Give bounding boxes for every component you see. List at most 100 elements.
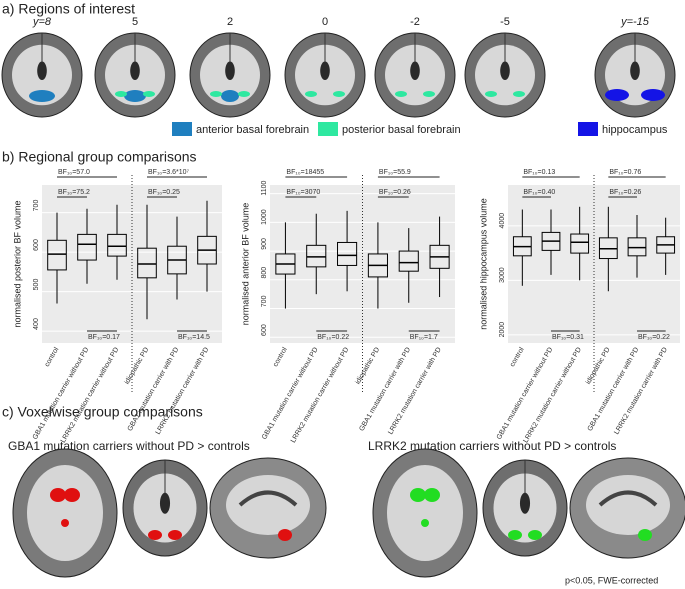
activation xyxy=(61,519,69,527)
corpus-callosum xyxy=(238,490,298,507)
roi-anterior xyxy=(221,90,239,102)
bf-label: BF₁₀=0.26 xyxy=(379,189,411,196)
y-tick-label: 4000 xyxy=(499,213,506,229)
axial-wm xyxy=(387,465,463,561)
bf-label: BF₁₀=3070 xyxy=(286,189,320,196)
x-tick-label: LRRK2 mutation carrier without PD xyxy=(60,346,121,444)
box xyxy=(137,247,157,279)
bf-label: BF₁₀=0.13 xyxy=(523,169,555,176)
activation xyxy=(410,488,426,502)
brain-ventricle xyxy=(519,492,531,514)
x-tick-label: GBA1 mutation carrier without PD xyxy=(32,346,91,440)
activation xyxy=(528,530,542,540)
sagittal-wm xyxy=(586,475,670,535)
x-tick-label: idiopathic PD xyxy=(585,346,612,385)
x-tick-label: idiopathic PD xyxy=(355,346,382,385)
activation xyxy=(64,488,80,502)
roi-anterior xyxy=(124,90,146,102)
legend-swatch xyxy=(578,122,598,136)
bf-label: BF₁₀=0.40 xyxy=(523,189,555,196)
axial-wm xyxy=(27,465,103,561)
bf-label: BF₁₀=0.31 xyxy=(552,334,584,341)
x-tick-label: idiopathic PD xyxy=(124,346,151,385)
box xyxy=(107,233,127,257)
activation xyxy=(278,529,292,541)
legend-swatch xyxy=(172,122,192,136)
legend-label: anterior basal forebrain xyxy=(196,124,309,136)
box xyxy=(398,250,419,272)
brain-ventricle xyxy=(500,61,510,81)
legend-label: posterior basal forebrain xyxy=(342,124,461,136)
slice-label: 0 xyxy=(322,16,328,28)
left-title: GBA1 mutation carriers without PD > cont… xyxy=(8,439,250,453)
y-tick-label: 400 xyxy=(33,318,40,330)
y-tick-label: 600 xyxy=(33,239,40,251)
sagittal-wm xyxy=(226,475,310,535)
brain-ventricle xyxy=(159,492,171,514)
bf-label: BF₁₀=0.26 xyxy=(609,189,641,196)
bf-label: BF₁₀=55.9 xyxy=(379,169,411,176)
x-tick-label: LRRK2 mutation carrier without PD xyxy=(522,346,583,444)
x-tick-label: GBA1 mutation carrier without PD xyxy=(496,346,555,440)
panel-a-label: a) Regions of interest xyxy=(2,1,135,17)
roi-posterior xyxy=(238,91,250,97)
roi-posterior xyxy=(333,91,345,97)
bf-label: BF₁₀=57.0 xyxy=(58,169,90,176)
x-tick-label: control xyxy=(509,346,526,368)
bf-label: BF₁₀=0.76 xyxy=(609,169,641,176)
panel-b-label: b) Regional group comparisons xyxy=(2,149,197,165)
x-tick-label: GBA1 mutation carrier with PD xyxy=(358,346,412,432)
y-axis-label: normalised posterior BF volume xyxy=(12,200,22,327)
roi-posterior xyxy=(210,91,222,97)
slice-label: 2 xyxy=(227,16,233,28)
box xyxy=(77,233,97,261)
activation xyxy=(508,530,522,540)
slice-label: 5 xyxy=(132,16,138,28)
x-tick-label: control xyxy=(44,346,61,368)
activation xyxy=(168,530,182,540)
roi-posterior xyxy=(423,91,435,97)
bf-label: BF₁₀=75.2 xyxy=(58,189,90,196)
y-axis-label: normalised anterior BF volume xyxy=(240,203,250,326)
bf-label: BF₁₀=14.5 xyxy=(178,334,210,341)
activation xyxy=(638,529,652,541)
activation xyxy=(421,519,429,527)
roi-posterior xyxy=(513,91,525,97)
roi-posterior xyxy=(115,91,127,97)
x-tick-label: GBA1 mutation carrier without PD xyxy=(261,346,320,440)
box xyxy=(570,233,590,254)
roi-hippocampus xyxy=(605,89,629,101)
y-tick-label: 600 xyxy=(261,324,268,336)
legend-swatch xyxy=(318,122,338,136)
roi-posterior xyxy=(143,91,155,97)
bf-label: BF₁₀=3.6*10⁷ xyxy=(148,169,190,176)
x-tick-label: control xyxy=(272,346,289,368)
x-tick-label: LRRK2 mutation carrier without PD xyxy=(290,346,351,444)
activation xyxy=(148,530,162,540)
brain-ventricle xyxy=(410,61,420,81)
roi-posterior xyxy=(485,91,497,97)
legend-label: hippocampus xyxy=(602,124,668,136)
bf-label: BF₁₀=18455 xyxy=(286,169,324,176)
y-axis-label: normalised hippocampus volume xyxy=(478,198,488,330)
brain-ventricle xyxy=(225,61,235,81)
x-tick-label: LRRK2 mutation carrier with PD xyxy=(613,346,669,435)
right-title: LRRK2 mutation carriers without PD > con… xyxy=(368,439,616,453)
x-tick-label: GBA1 mutation carrier with PD xyxy=(587,346,641,432)
y-tick-label: 3000 xyxy=(499,267,506,283)
bf-label: BF₁₀=0.22 xyxy=(317,334,349,341)
slice-label: y=-15 xyxy=(620,16,650,28)
bf-label: BF₁₀=0.25 xyxy=(148,189,180,196)
x-tick-label: LRRK2 mutation carrier with PD xyxy=(155,346,211,435)
y-tick-label: 700 xyxy=(33,200,40,212)
y-tick-label: 700 xyxy=(261,295,268,307)
activation xyxy=(50,488,66,502)
roi-anterior xyxy=(29,90,55,102)
slice-label: -5 xyxy=(500,16,510,28)
brain-ventricle xyxy=(37,61,47,81)
box xyxy=(627,237,647,257)
slice-label: -2 xyxy=(410,16,420,28)
roi-hippocampus xyxy=(641,89,665,101)
panel-c-label: c) Voxelwise group comparisons xyxy=(2,404,203,420)
y-tick-label: 800 xyxy=(261,267,268,279)
